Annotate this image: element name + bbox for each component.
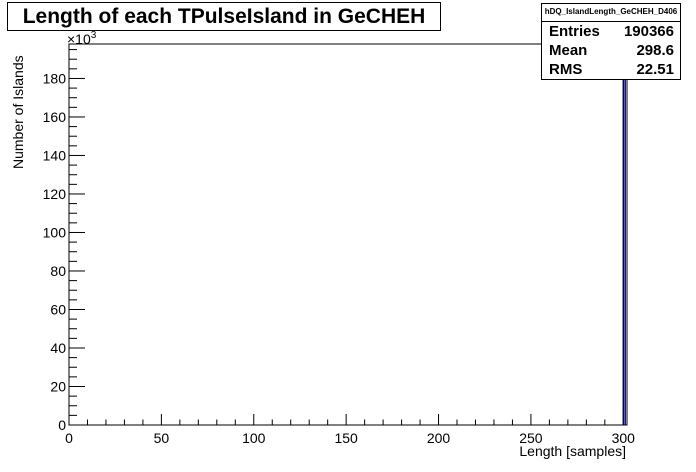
stats-mean-label: Mean (549, 42, 588, 59)
y-axis-label: Number of Islands (10, 55, 26, 169)
y-tick-label: 0 (58, 417, 66, 433)
chart-title: Length of each TPulseIsland in GeCHEH (7, 2, 441, 31)
y-tick-label: 80 (50, 263, 66, 279)
stats-rms-value: 22.51 (636, 61, 674, 78)
x-tick-label: 200 (427, 430, 451, 446)
x-tick-label: 50 (154, 430, 170, 446)
y-tick-label: 100 (43, 224, 67, 240)
stats-mean-value: 298.6 (636, 42, 674, 59)
y-tick-label: 180 (43, 70, 67, 86)
stats-rms-label: RMS (549, 61, 583, 78)
stats-row-entries: Entries 190366 (542, 22, 680, 41)
x-tick-label: 250 (519, 430, 543, 446)
stats-row-rms: RMS 22.51 (542, 60, 680, 79)
y-tick-label: 120 (43, 186, 67, 202)
x-tick-label: 0 (65, 430, 73, 446)
y-tick-label: 40 (50, 340, 66, 356)
y-tick-label: 140 (43, 147, 67, 163)
y-tick-label: 60 (50, 301, 66, 317)
histogram-bins (622, 57, 626, 425)
stats-entries-value: 190366 (623, 23, 674, 40)
x-tick-label: 300 (612, 430, 636, 446)
y-tick-label: 20 (50, 378, 66, 394)
histogram-bin (622, 57, 626, 425)
stats-histogram-name: hDQ_IslandLength_GeCHEH_D406 (542, 4, 680, 22)
y-tick-label: 160 (43, 109, 67, 125)
y-axis-multiplier: ×103 (67, 30, 97, 47)
x-tick-label: 150 (334, 430, 358, 446)
stats-box: hDQ_IslandLength_GeCHEH_D406 Entries 190… (541, 3, 681, 80)
y-axis: 0 20 40 60 80 100 120 140 160 180 (43, 49, 85, 433)
stats-entries-label: Entries (549, 23, 600, 40)
x-axis: 0 50 100 150 200 250 300 (65, 414, 635, 446)
stats-row-mean: Mean 298.6 (542, 41, 680, 60)
y-axis-multiplier-exponent: 3 (91, 30, 97, 41)
plot-frame (68, 43, 628, 426)
x-tick-label: 100 (242, 430, 266, 446)
x-axis-label: Length [samples] (519, 443, 626, 459)
